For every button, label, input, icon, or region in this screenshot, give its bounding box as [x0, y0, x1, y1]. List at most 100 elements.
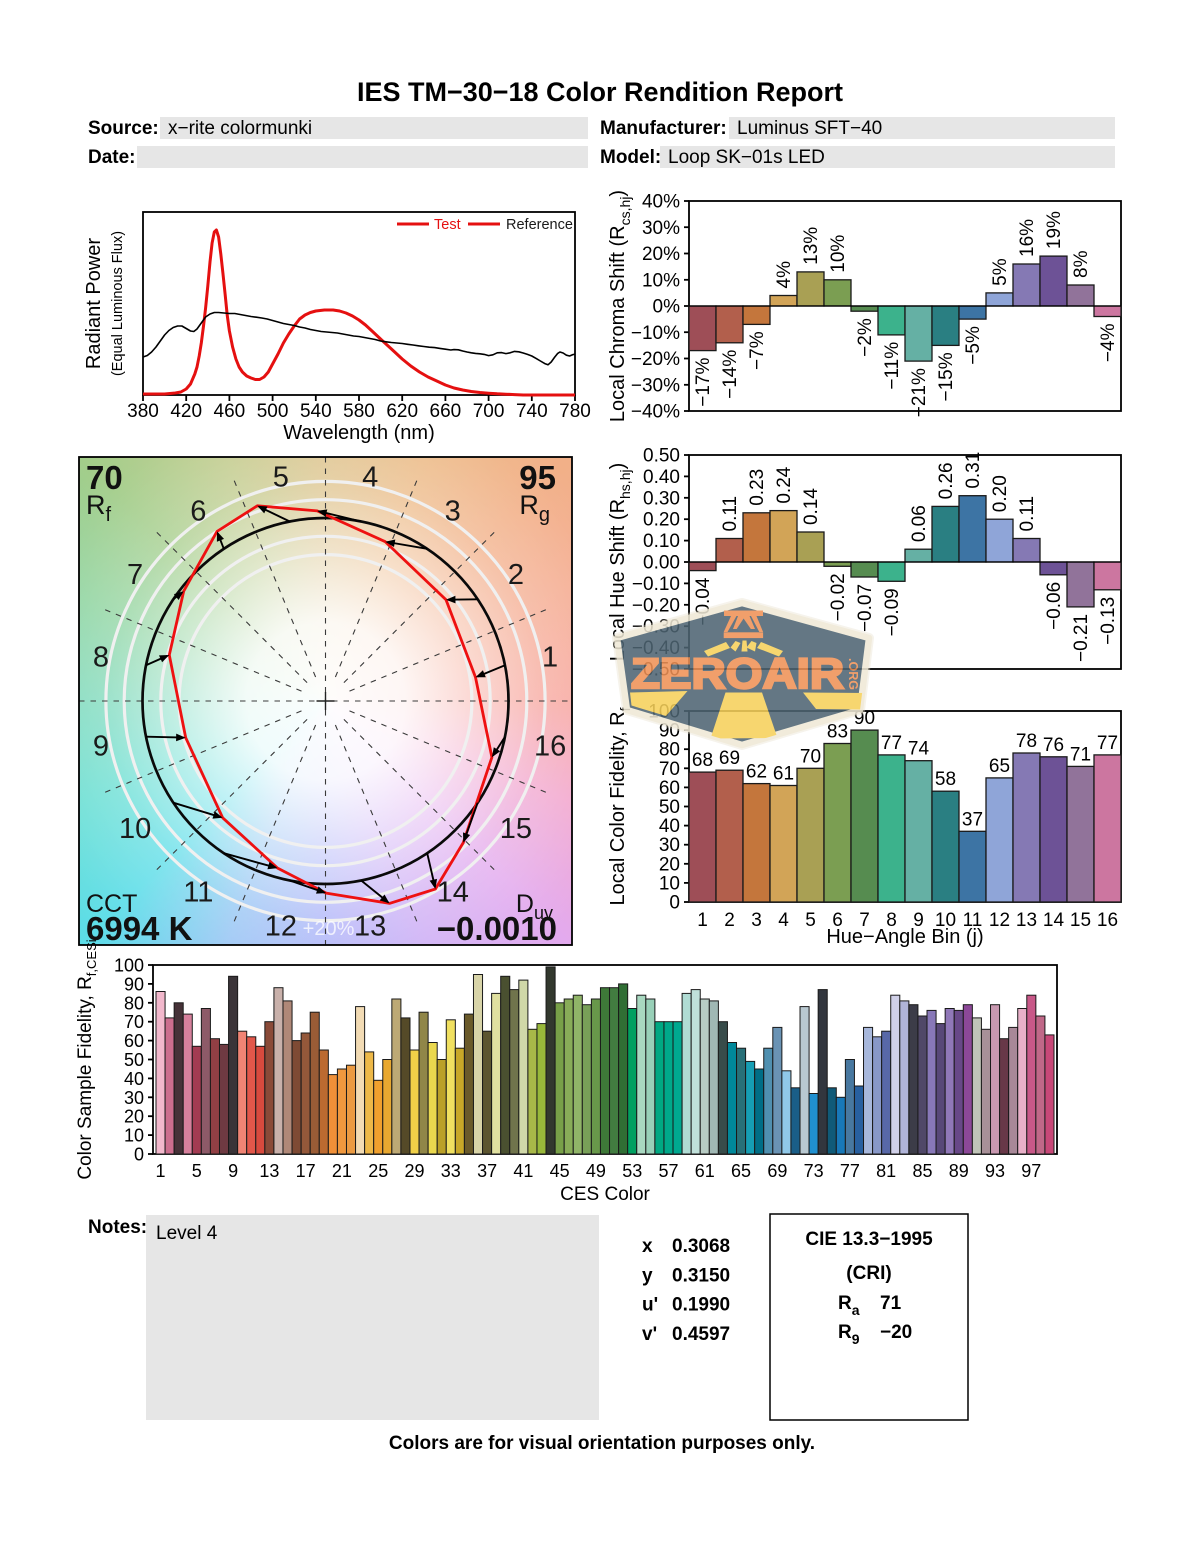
svg-text:4: 4 [362, 461, 378, 493]
svg-text:10: 10 [124, 1126, 144, 1146]
svg-text:69: 69 [719, 748, 740, 769]
svg-text:70: 70 [86, 459, 123, 496]
svg-text:0: 0 [134, 1145, 144, 1165]
svg-text:−0.09: −0.09 [882, 588, 903, 636]
svg-text:−7%: −7% [747, 331, 768, 370]
svg-text:Notes:: Notes: [88, 1217, 147, 1238]
svg-text:Color Sample Fidelity, Rf,CESi: Color Sample Fidelity, Rf,CESi [75, 939, 99, 1179]
svg-text:CCT: CCT [86, 890, 137, 918]
svg-text:u': u' [642, 1295, 658, 1316]
svg-text:9: 9 [93, 731, 109, 763]
svg-text:12: 12 [265, 911, 297, 943]
svg-text:76: 76 [1043, 735, 1064, 756]
svg-text:40: 40 [659, 816, 680, 837]
svg-text:3: 3 [751, 910, 762, 931]
svg-text:37: 37 [477, 1161, 497, 1181]
svg-text:0.3150: 0.3150 [672, 1265, 730, 1286]
svg-text:660: 660 [430, 401, 462, 422]
svg-text:8: 8 [93, 641, 109, 673]
svg-text:21: 21 [332, 1161, 352, 1181]
svg-text:0.40: 0.40 [643, 467, 680, 488]
svg-text:65: 65 [989, 756, 1010, 777]
svg-text:Hue−Angle Bin (j): Hue−Angle Bin (j) [826, 926, 983, 948]
svg-text:.ORG: .ORG [846, 658, 860, 690]
svg-text:−0.06: −0.06 [1044, 582, 1065, 630]
svg-text:1: 1 [156, 1161, 166, 1181]
svg-text:70: 70 [659, 759, 680, 780]
svg-text:7: 7 [859, 910, 870, 931]
svg-text:−17%: −17% [693, 358, 714, 407]
svg-text:−0.20: −0.20 [632, 595, 680, 616]
svg-text:16: 16 [1097, 910, 1118, 931]
svg-text:Wavelength (nm): Wavelength (nm) [283, 422, 435, 444]
svg-text:−0.10: −0.10 [632, 574, 680, 595]
svg-text:Reference: Reference [506, 217, 573, 233]
svg-text:57: 57 [658, 1161, 678, 1181]
svg-text:37: 37 [962, 809, 983, 830]
svg-text:−4%: −4% [1098, 323, 1119, 362]
svg-text:45: 45 [550, 1161, 570, 1181]
svg-text:16: 16 [534, 731, 566, 763]
svg-text:x: x [642, 1236, 653, 1257]
svg-text:8: 8 [886, 910, 897, 931]
svg-text:0%: 0% [653, 297, 681, 318]
svg-text:−30%: −30% [631, 375, 680, 396]
svg-text:0.00: 0.00 [643, 553, 680, 574]
svg-text:Luminus SFT−40: Luminus SFT−40 [737, 118, 882, 139]
svg-text:4: 4 [778, 910, 789, 931]
svg-text:Loop SK−01s LED: Loop SK−01s LED [668, 147, 825, 168]
svg-text:0: 0 [669, 893, 680, 914]
svg-text:95: 95 [519, 459, 556, 496]
svg-text:65: 65 [731, 1161, 751, 1181]
svg-text:25: 25 [368, 1161, 388, 1181]
svg-text:11: 11 [963, 910, 983, 931]
svg-text:15: 15 [1070, 910, 1091, 931]
svg-text:50: 50 [659, 797, 680, 818]
svg-text:8%: 8% [1071, 250, 1092, 278]
svg-text:Source:: Source: [88, 118, 159, 139]
svg-text:40%: 40% [642, 192, 680, 213]
svg-text:50: 50 [124, 1050, 144, 1070]
svg-text:97: 97 [1021, 1161, 1041, 1181]
svg-text:Model:: Model: [600, 147, 661, 168]
svg-text:10: 10 [119, 813, 151, 845]
svg-text:x−rite colormunki: x−rite colormunki [168, 118, 312, 139]
svg-text:−0.0010: −0.0010 [437, 910, 557, 947]
svg-text:53: 53 [622, 1161, 642, 1181]
svg-text:0.26: 0.26 [936, 462, 957, 499]
svg-text:85: 85 [912, 1161, 932, 1181]
svg-text:60: 60 [659, 778, 680, 799]
svg-text:Manufacturer:: Manufacturer: [600, 118, 727, 139]
svg-text:7: 7 [127, 559, 143, 591]
svg-text:10%: 10% [642, 270, 680, 291]
svg-text:0.30: 0.30 [643, 488, 680, 509]
svg-text:5: 5 [805, 910, 816, 931]
svg-text:500: 500 [257, 401, 289, 422]
svg-text:3: 3 [445, 496, 461, 528]
svg-text:20: 20 [124, 1107, 144, 1127]
svg-text:0.31: 0.31 [963, 452, 984, 489]
svg-text:20%: 20% [642, 244, 680, 265]
svg-text:71: 71 [880, 1293, 902, 1314]
svg-text:16%: 16% [1017, 219, 1038, 257]
svg-text:−21%: −21% [909, 368, 930, 417]
svg-text:Date:: Date: [88, 147, 136, 168]
svg-text:0.23: 0.23 [747, 469, 768, 506]
svg-text:70: 70 [800, 746, 821, 767]
svg-text:0.11: 0.11 [1017, 496, 1038, 532]
svg-text:Colors are for visual orientat: Colors are for visual orientation purpos… [389, 1433, 815, 1454]
svg-text:61: 61 [773, 763, 794, 784]
svg-text:69: 69 [767, 1161, 787, 1181]
svg-text:y: y [642, 1265, 653, 1286]
svg-text:30: 30 [124, 1088, 144, 1108]
svg-text:20: 20 [659, 854, 680, 875]
svg-text:73: 73 [804, 1161, 824, 1181]
svg-text:780: 780 [559, 401, 591, 422]
svg-text:61: 61 [695, 1161, 715, 1181]
svg-text:740: 740 [516, 401, 548, 422]
svg-text:10: 10 [659, 873, 680, 894]
svg-text:70: 70 [124, 1012, 144, 1032]
svg-text:CES Color: CES Color [560, 1184, 650, 1205]
svg-text:74: 74 [908, 739, 930, 760]
svg-text:13: 13 [259, 1161, 279, 1181]
